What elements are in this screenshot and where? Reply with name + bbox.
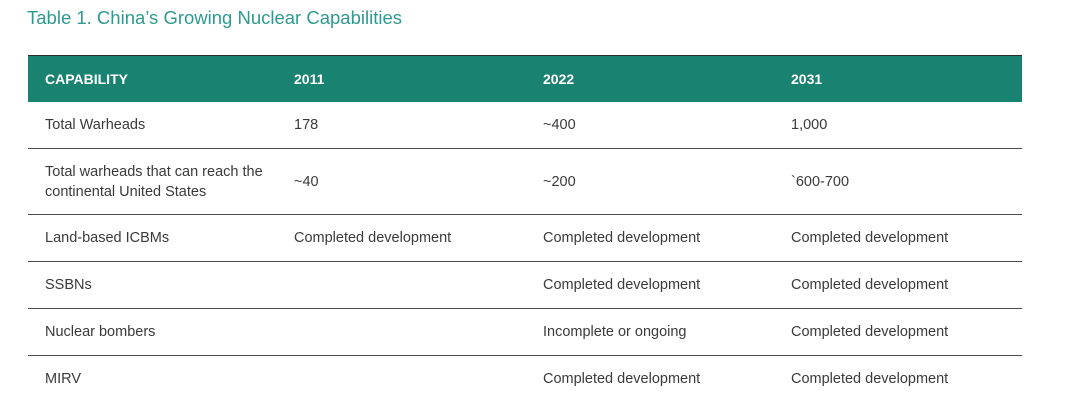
cell-2011: 178 [294, 117, 319, 133]
table-header-row: CAPABILITY 2011 2022 2031 [28, 55, 1022, 102]
header-2011: 2011 [294, 71, 325, 87]
header-2031: 2031 [791, 71, 823, 87]
row-label: SSBNs [45, 277, 92, 293]
table-row: MIRV Completed development Completed dev… [28, 356, 1022, 402]
row-label: MIRV [45, 371, 81, 387]
cell-2011: ~40 [294, 173, 319, 190]
cell-2022: Completed development [543, 230, 701, 246]
header-2022: 2022 [543, 71, 575, 87]
row-label: Total Warheads [45, 117, 146, 133]
cell-2022: ~400 [543, 117, 576, 133]
cell-2022: ~200 [543, 173, 576, 190]
table-row: SSBNs Completed development Completed de… [28, 262, 1022, 309]
cell-2031: Completed development [791, 324, 949, 340]
cell-2031: `600-700 [791, 173, 850, 190]
table-row: Nuclear bombers Incomplete or ongoing Co… [28, 309, 1022, 356]
header-capability: CAPABILITY [45, 71, 128, 87]
table-row: Total Warheads 178 ~400 1,000 [28, 102, 1022, 149]
row-label: Total warheads that can reach the contin… [45, 163, 263, 200]
cell-2022: Completed development [543, 277, 701, 293]
row-label: Nuclear bombers [45, 324, 156, 340]
page-title: Table 1. China’s Growing Nuclear Capabil… [27, 7, 402, 28]
capabilities-table: CAPABILITY 2011 2022 2031 Total Warheads… [28, 55, 1022, 402]
table-row: Land-based ICBMs Completed development C… [28, 215, 1022, 262]
row-label: Land-based ICBMs [45, 230, 170, 246]
cell-2031: Completed development [791, 371, 949, 387]
cell-2022: Incomplete or ongoing [543, 324, 687, 340]
table-row: Total warheads that can reach the contin… [28, 149, 1022, 215]
cell-2031: Completed development [791, 277, 949, 293]
cell-2031: Completed development [791, 230, 949, 246]
cell-2031: 1,000 [791, 117, 828, 133]
cell-2011: Completed development [294, 230, 452, 246]
cell-2022: Completed development [543, 371, 701, 387]
